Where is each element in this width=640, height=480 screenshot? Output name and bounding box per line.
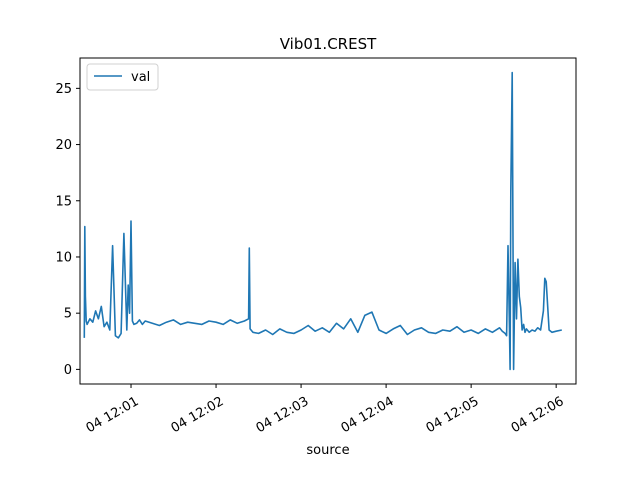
legend-box xyxy=(86,63,159,91)
y-tick-label: 10 xyxy=(55,250,72,265)
y-axis: 0 5 10 15 20 25 xyxy=(55,82,80,378)
y-tick-label: 5 xyxy=(64,307,72,322)
y-tick-label: 20 xyxy=(55,138,72,153)
y-tick-label: 0 xyxy=(64,363,72,378)
y-tick-label: 15 xyxy=(55,194,72,209)
plot-area xyxy=(83,71,562,371)
axes-frame xyxy=(79,57,577,385)
y-tick-label: 25 xyxy=(55,82,72,97)
x-axis-label: source xyxy=(306,443,349,458)
series-line-val xyxy=(83,71,562,371)
legend: val xyxy=(86,63,159,91)
chart-title: Vib01.CREST xyxy=(280,35,377,53)
legend-label-val: val xyxy=(131,70,150,85)
